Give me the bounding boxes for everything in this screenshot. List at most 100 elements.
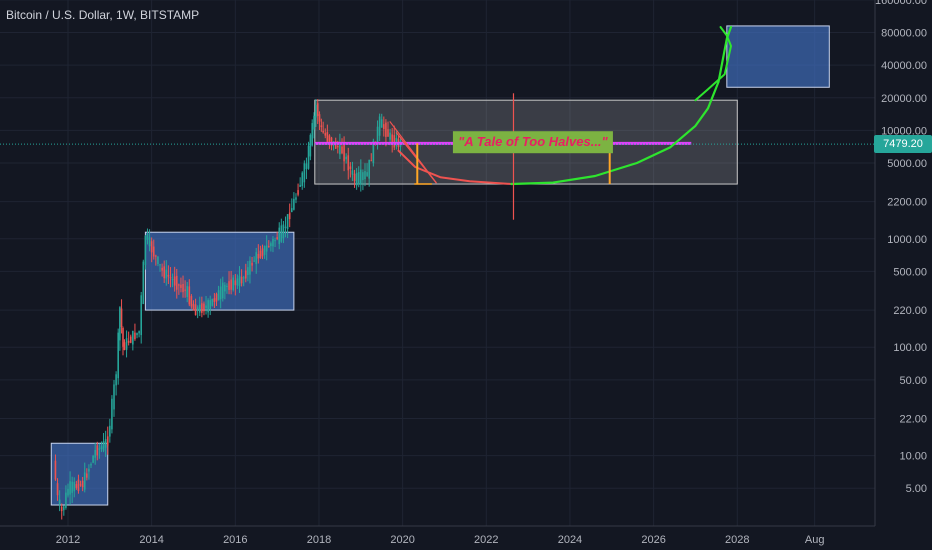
candle-body — [380, 119, 383, 128]
candle-body — [184, 289, 186, 291]
red-trend-curve[interactable] — [397, 149, 513, 185]
candle-body — [175, 275, 178, 290]
green-projection-curve[interactable] — [510, 25, 733, 186]
candle-body — [58, 499, 61, 505]
candle-body — [224, 284, 226, 292]
range-box-blue[interactable] — [50, 442, 109, 506]
candle-body — [301, 172, 304, 187]
candle-body — [73, 482, 76, 492]
candle-body — [98, 448, 101, 450]
candle-body — [251, 262, 253, 266]
candle-body — [313, 115, 315, 130]
candle-body — [203, 303, 205, 312]
candle-body — [315, 104, 317, 118]
candle-body — [265, 245, 268, 252]
candle-body — [322, 130, 324, 133]
candle-body — [54, 460, 57, 480]
candle-body — [71, 481, 73, 493]
y-tick-label: 50.00 — [899, 375, 927, 387]
candle-body — [150, 241, 153, 253]
candle-body — [366, 172, 368, 176]
candle-body — [339, 142, 341, 155]
candle-body — [280, 225, 283, 242]
candle-body — [157, 256, 159, 265]
candle-body — [362, 172, 364, 181]
candle-body — [259, 250, 262, 258]
candle-body — [104, 439, 107, 448]
candle-body — [351, 170, 354, 175]
candle-body — [190, 296, 193, 307]
candle-body — [194, 304, 197, 316]
y-tick-label: 500.00 — [893, 266, 927, 278]
candle-body — [217, 290, 220, 301]
candle-body — [163, 266, 166, 279]
candle-body — [142, 261, 145, 305]
candle-body — [75, 484, 78, 488]
candle-body — [238, 275, 241, 287]
candle-body — [345, 156, 347, 160]
candle-body — [230, 279, 232, 290]
annotation-box[interactable] — [452, 131, 613, 154]
candle-body — [278, 227, 281, 245]
candle-body — [324, 133, 327, 136]
candle-body — [330, 137, 333, 146]
candle-body — [303, 163, 306, 183]
candle-body — [127, 340, 130, 343]
candle-body — [213, 298, 216, 302]
candle-body — [159, 264, 161, 266]
candle-body — [155, 255, 157, 257]
candle-body — [290, 208, 293, 213]
candle-body — [96, 445, 99, 456]
candle-body — [90, 463, 92, 466]
annotation-text: "A Tale of Too Halves..." — [458, 134, 608, 149]
fan-line[interactable] — [402, 140, 437, 184]
candle-body — [247, 267, 249, 276]
y-tick-label: 40000.00 — [881, 60, 927, 72]
y-tick-label: 2200.00 — [887, 197, 927, 209]
candle-body — [347, 155, 350, 171]
candle-body — [198, 304, 201, 313]
candle-body — [119, 307, 121, 341]
candle-body — [106, 436, 109, 446]
candle-body — [240, 276, 243, 284]
candle-body — [152, 246, 155, 257]
candle-body — [226, 285, 228, 288]
candle-body — [318, 114, 321, 122]
candle-body — [355, 173, 358, 186]
candle-body — [192, 303, 195, 311]
candle-body — [311, 123, 314, 146]
candle-body — [113, 384, 115, 410]
last-price-tag: 7479.20 — [874, 135, 932, 154]
candle-body — [63, 506, 65, 511]
candle-body — [274, 240, 276, 242]
candle-body — [109, 425, 111, 437]
range-box-blue[interactable] — [726, 25, 830, 88]
candle-body — [221, 282, 224, 299]
candle-body — [284, 226, 287, 229]
candle-body — [186, 286, 189, 298]
candle-body — [161, 267, 163, 271]
y-tick-label: 10000.00 — [881, 125, 927, 137]
candle-body — [295, 197, 297, 200]
candle-body — [77, 479, 80, 492]
y-tick-label: 22.00 — [899, 413, 927, 425]
candle-body — [376, 126, 379, 143]
x-tick-label: 2016 — [223, 534, 247, 546]
x-tick-label: 2014 — [139, 534, 163, 546]
candle-body — [391, 134, 393, 145]
candle-body — [370, 160, 373, 162]
candle-body — [299, 184, 301, 187]
candle-body — [282, 224, 285, 239]
candle-body — [334, 141, 337, 149]
candle-body — [305, 163, 308, 170]
candle-body — [140, 295, 143, 336]
candle-body — [81, 480, 84, 488]
candle-body — [236, 278, 239, 286]
candle-body — [111, 398, 113, 430]
candle-body — [148, 237, 151, 247]
candle-body — [125, 338, 128, 350]
green-hook[interactable] — [694, 26, 732, 102]
candle-body — [372, 140, 375, 164]
candle-body — [94, 449, 96, 458]
